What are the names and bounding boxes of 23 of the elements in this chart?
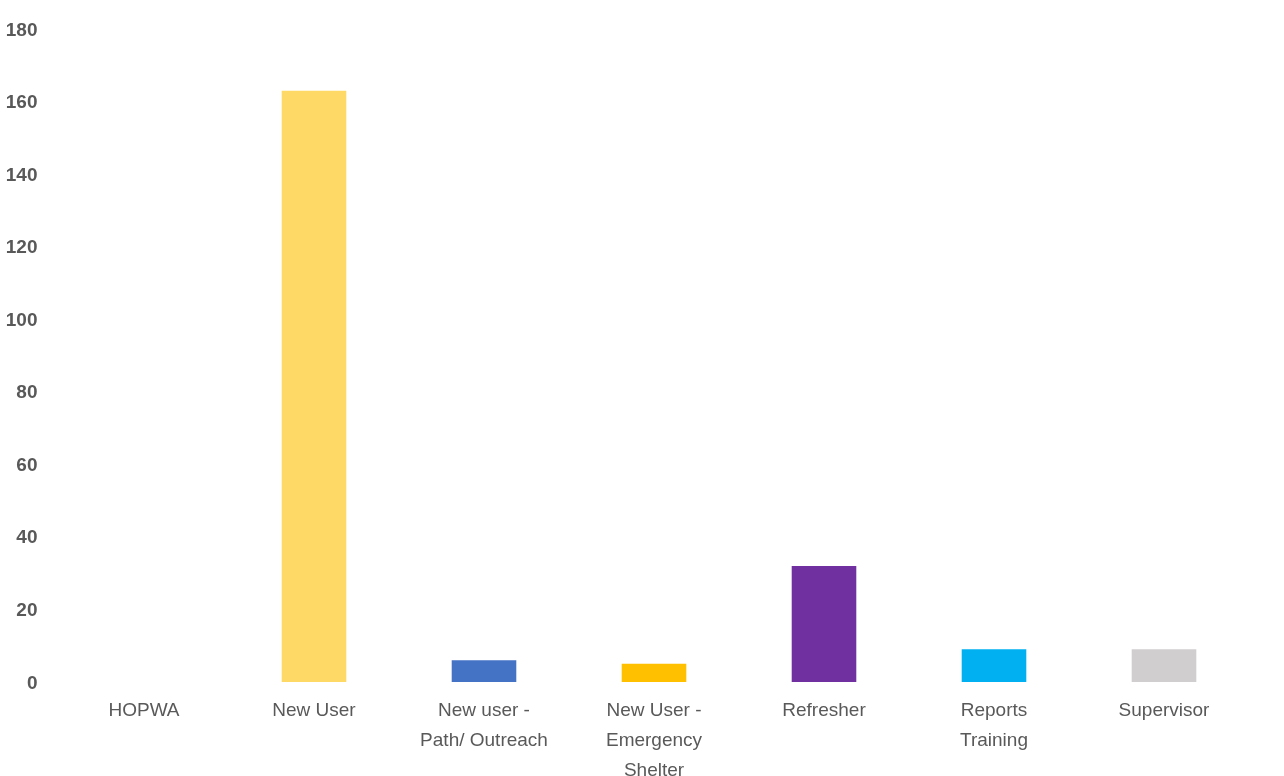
x-tick-label: Refresher — [782, 698, 867, 720]
bar — [1131, 649, 1197, 682]
bar — [621, 663, 687, 682]
x-tick-label: HOPWA — [108, 698, 180, 720]
x-tick-label: New user - Path/ Outreach — [420, 698, 548, 750]
x-tick-label: New User — [272, 698, 357, 720]
y-tick-label: 0 — [26, 671, 38, 693]
y-tick-label: 40 — [16, 526, 38, 548]
y-tick-label: 120 — [5, 236, 38, 258]
x-tick-label: Reports Training — [960, 698, 1028, 750]
bar — [961, 649, 1027, 682]
y-tick-label: 140 — [5, 163, 38, 185]
x-tick-label: Supervisor — [1118, 698, 1211, 720]
bar — [281, 90, 347, 682]
y-tick-label: 20 — [16, 598, 38, 620]
y-tick-label: 60 — [16, 453, 38, 475]
y-tick-label: 180 — [5, 18, 38, 40]
y-tick-label: 160 — [5, 91, 38, 113]
bar — [791, 565, 857, 682]
y-tick-label: 80 — [16, 381, 38, 403]
bar — [451, 660, 517, 682]
x-tick-label: New User - Emergency Shelter — [605, 698, 703, 776]
y-tick-label: 100 — [5, 308, 38, 330]
